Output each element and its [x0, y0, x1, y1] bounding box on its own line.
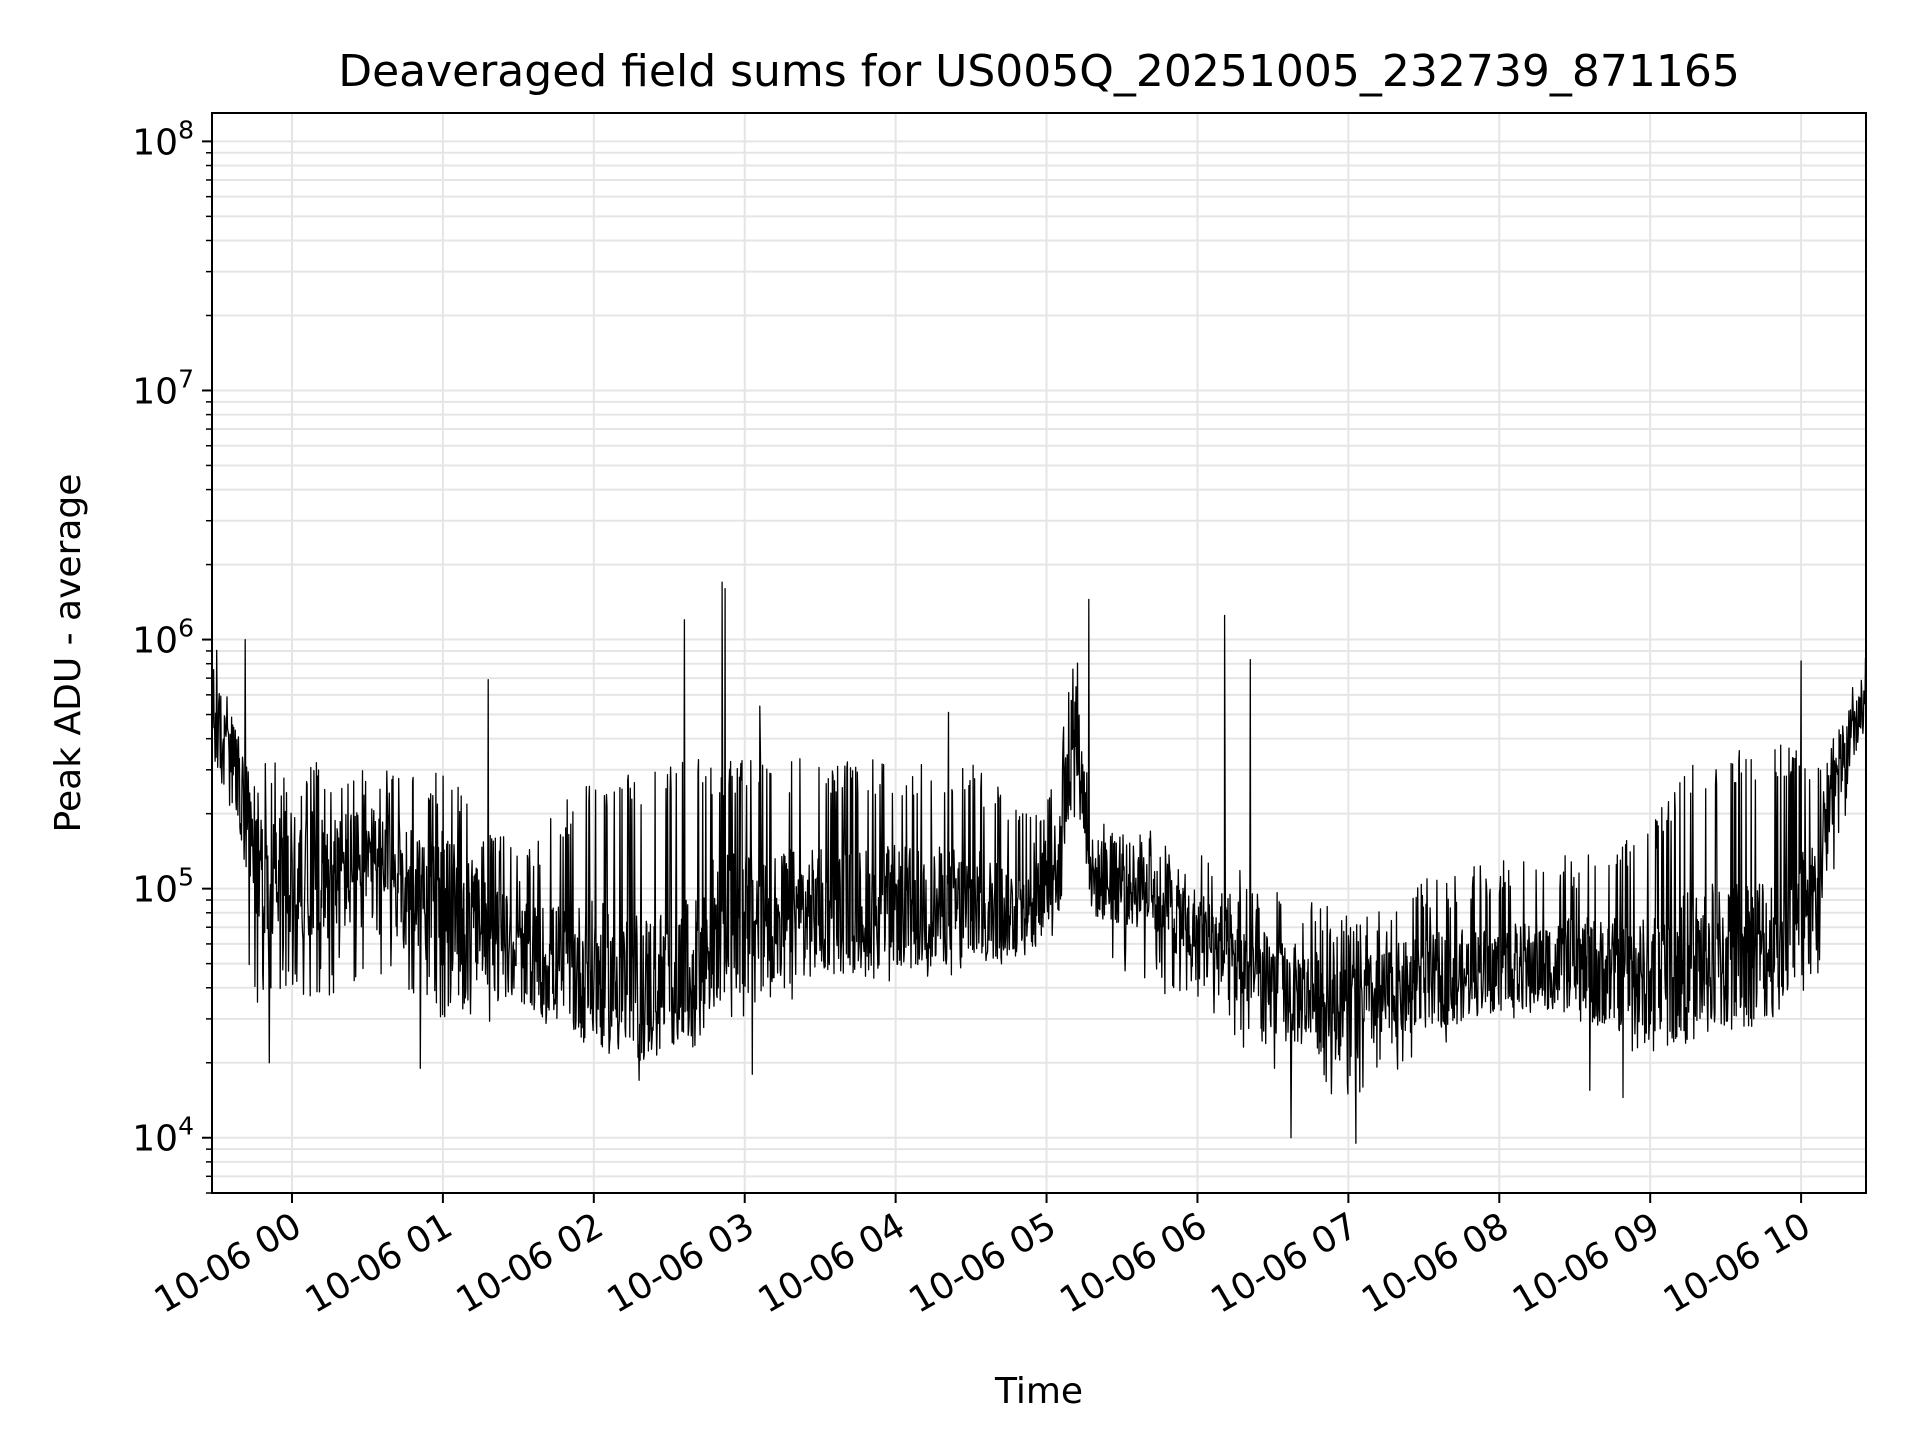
chart-title: Deaveraged field sums for US005Q_2025100… [338, 46, 1740, 97]
y-tick-base: 10 [132, 371, 178, 412]
y-tick-label: 104 [132, 1112, 194, 1160]
y-tick-exponent: 7 [178, 364, 194, 393]
y-tick-exponent: 8 [178, 115, 194, 144]
y-tick-label: 108 [132, 115, 194, 163]
y-tick-base: 10 [132, 870, 178, 911]
y-tick-exponent: 4 [178, 1112, 194, 1141]
y-tick-base: 10 [132, 621, 178, 662]
y-tick-base: 10 [132, 1119, 178, 1160]
y-tick-exponent: 6 [178, 614, 194, 643]
series-line [211, 581, 1867, 1144]
y-tick-label: 106 [132, 614, 194, 662]
y-axis-label: Peak ADU - average [48, 474, 89, 833]
y-tick-label: 107 [132, 364, 194, 412]
y-tick-label: 105 [132, 863, 194, 911]
plot-frame [211, 112, 1867, 1194]
x-axis-label: Time [994, 1371, 1083, 1412]
y-tick-exponent: 5 [178, 863, 194, 892]
series-path [211, 581, 1867, 1144]
y-tick-base: 10 [132, 122, 178, 163]
